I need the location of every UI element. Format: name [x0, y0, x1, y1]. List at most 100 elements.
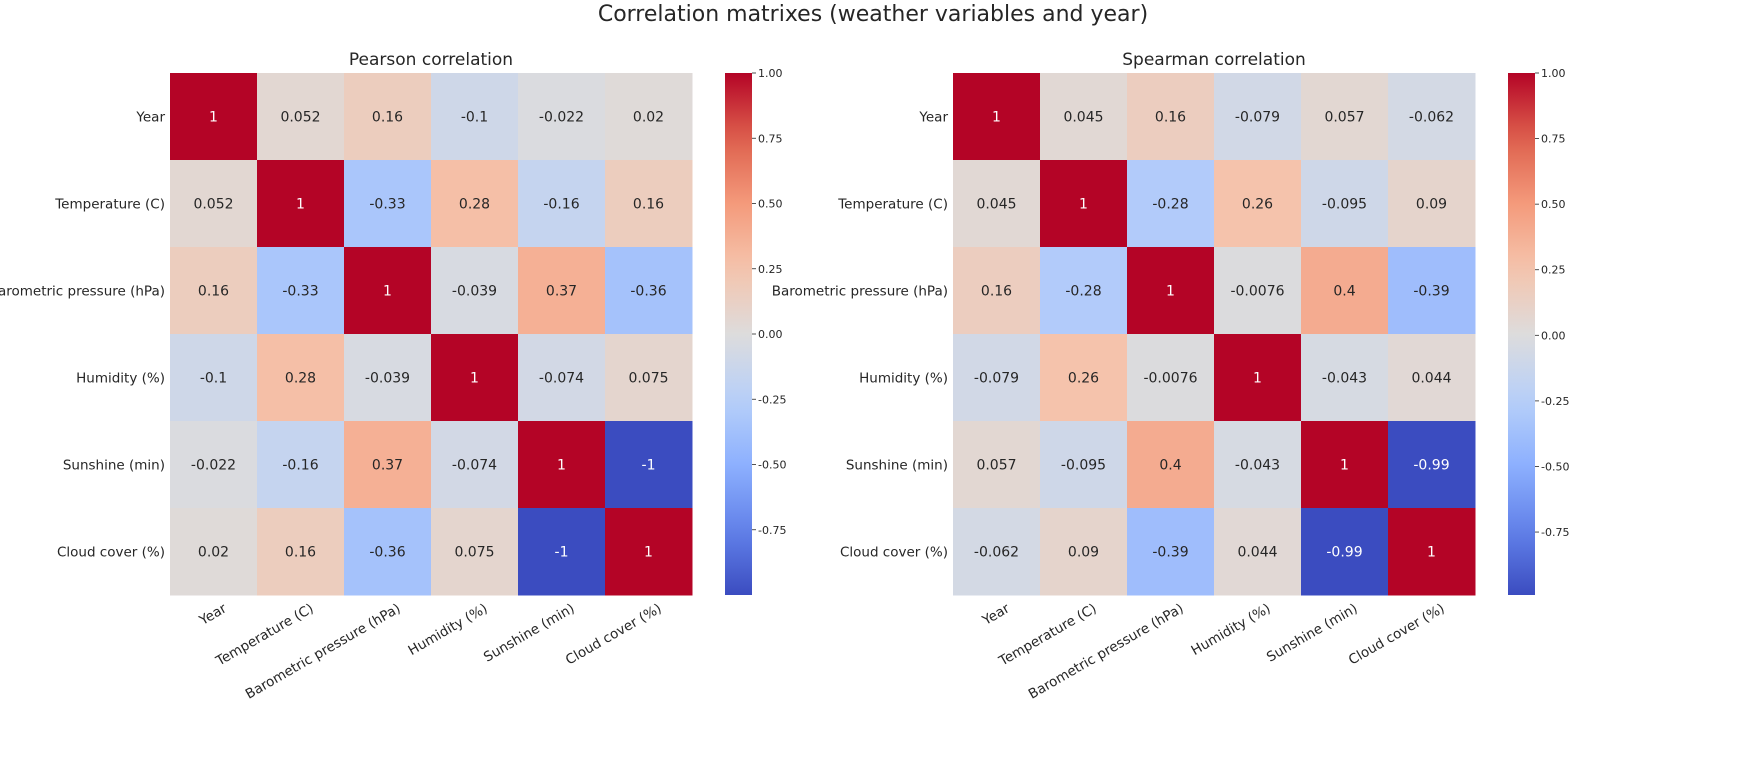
- heatmap-cell: [605, 247, 693, 335]
- cell-label: -0.074: [452, 458, 497, 474]
- cell-label: 0.16: [285, 545, 316, 561]
- cell-label: 1: [209, 110, 218, 126]
- x-tick-label: Year: [979, 600, 1013, 629]
- heatmap-cell: [1388, 421, 1476, 509]
- cell-label: 0.057: [1324, 110, 1364, 126]
- heatmap-cell: [605, 508, 693, 596]
- heatmap-cell: [431, 73, 519, 161]
- colorbar-tick-label: -0.75: [1541, 526, 1569, 539]
- heatmap-cell: [1301, 247, 1389, 335]
- heatmap-cell: [518, 73, 606, 161]
- cell-label: -0.022: [539, 110, 584, 126]
- y-tick-label: Barometric pressure (hPa): [0, 284, 165, 300]
- cell-label: -0.095: [1061, 458, 1106, 474]
- cell-label: 0.4: [1159, 458, 1181, 474]
- cell-label: 0.044: [1411, 371, 1451, 387]
- cell-label: -0.16: [543, 197, 579, 213]
- heatmap-cell: [605, 334, 693, 422]
- heatmap-cell: [431, 247, 519, 335]
- colorbar-tick-label: -0.75: [758, 524, 786, 537]
- cell-label: 0.16: [198, 284, 229, 300]
- y-tick-label: Sunshine (min): [846, 458, 948, 474]
- heatmap-cell: [605, 421, 693, 509]
- heatmap-cell: [1388, 334, 1476, 422]
- cell-label: -0.36: [630, 284, 666, 300]
- cell-label: 0.37: [546, 284, 577, 300]
- heatmap-cell: [257, 160, 345, 248]
- colorbar-tick-label: 0.75: [1541, 133, 1566, 146]
- cell-label: 0.16: [1155, 110, 1186, 126]
- heatmap-cell: [1040, 73, 1128, 161]
- heatmap-cell: [1301, 334, 1389, 422]
- cell-label: 0.28: [459, 197, 490, 213]
- cell-label: -0.1: [200, 371, 227, 387]
- heatmap-cell: [257, 247, 345, 335]
- heatmap-cell: [1127, 421, 1215, 509]
- cell-label: 0.052: [193, 197, 233, 213]
- colorbar-tick-label: 0.00: [758, 328, 783, 341]
- cell-label: 1: [470, 371, 479, 387]
- y-tick-label: Barometric pressure (hPa): [772, 284, 948, 300]
- heatmap-cell: [1301, 421, 1389, 509]
- heatmap-cell: [344, 160, 432, 248]
- heatmap-cell: [1127, 247, 1215, 335]
- colorbar: [1508, 73, 1535, 595]
- heatmap-cell: [605, 160, 693, 248]
- heatmap-cell: [1127, 73, 1215, 161]
- heatmap-cell: [1127, 334, 1215, 422]
- x-tick-label: Barometric pressure (hPa): [1026, 601, 1187, 703]
- heatmap-cell: [170, 508, 258, 596]
- heatmap-cell: [1040, 334, 1128, 422]
- heatmap-cell: [518, 247, 606, 335]
- x-tick-label: Humidity (%): [1189, 601, 1274, 659]
- colorbar-tick-label: -0.50: [1541, 460, 1569, 473]
- colorbar-tick-label: 0.25: [758, 263, 783, 276]
- heatmap-cell: [344, 508, 432, 596]
- heatmap-cell: [1040, 247, 1128, 335]
- heatmap-cell: [1388, 73, 1476, 161]
- cell-label: 1: [557, 458, 566, 474]
- cell-label: 0.09: [1068, 545, 1099, 561]
- cell-label: -0.99: [1413, 458, 1449, 474]
- cell-label: -0.39: [1413, 284, 1449, 300]
- cell-label: -1: [642, 458, 656, 474]
- heatmap-cell: [170, 160, 258, 248]
- cell-label: 0.052: [280, 110, 320, 126]
- cell-label: 0.02: [198, 545, 229, 561]
- heatmap-cell: [170, 334, 258, 422]
- cell-label: -0.0076: [1230, 284, 1284, 300]
- heatmap-cell: [344, 247, 432, 335]
- cell-label: -1: [555, 545, 569, 561]
- heatmap-cell: [431, 334, 519, 422]
- y-tick-label: Temperature (C): [54, 197, 165, 213]
- y-tick-label: Year: [135, 110, 165, 126]
- heatmap-cell: [1388, 247, 1476, 335]
- cell-label: 1: [1253, 371, 1262, 387]
- pearson-heatmap: Pearson correlation 1 0.052 0.16 -0.1 -0.022 0…: [0, 50, 786, 703]
- cell-label: -0.28: [1065, 284, 1101, 300]
- cell-label: -0.062: [974, 545, 1019, 561]
- heatmap-cell: [953, 160, 1041, 248]
- heatmap-cell: [1040, 421, 1128, 509]
- heatmap-cell: [257, 421, 345, 509]
- y-tick-label: Cloud cover (%): [840, 545, 948, 561]
- heatmap-cell: [1301, 73, 1389, 161]
- heatmap-cell: [431, 160, 519, 248]
- cell-label: 0.075: [454, 545, 494, 561]
- heatmap-cell: [953, 334, 1041, 422]
- cell-label: 1: [1079, 197, 1088, 213]
- y-tick-label: Humidity (%): [859, 371, 948, 387]
- cell-label: -0.1: [461, 110, 488, 126]
- cell-label: 1: [383, 284, 392, 300]
- heatmap-cell: [1127, 508, 1215, 596]
- y-tick-label: Humidity (%): [76, 371, 165, 387]
- cell-label: -0.043: [1235, 458, 1280, 474]
- cell-label: 0.26: [1242, 197, 1273, 213]
- cell-label: 0.02: [633, 110, 664, 126]
- heatmap-cell: [605, 73, 693, 161]
- heatmap-cell: [953, 73, 1041, 161]
- cell-label: 0.16: [633, 197, 664, 213]
- cell-label: 0.4: [1333, 284, 1355, 300]
- cell-label: -0.36: [369, 545, 405, 561]
- x-tick-label: Year: [196, 600, 230, 629]
